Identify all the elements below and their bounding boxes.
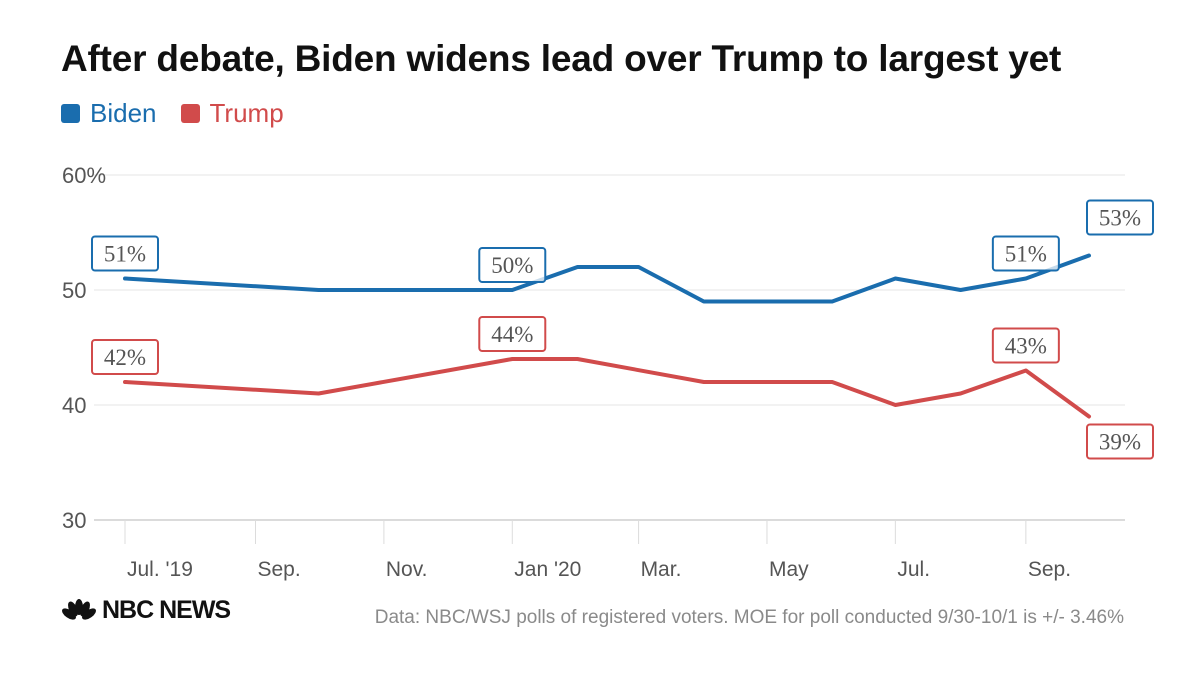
data-label-box <box>91 339 159 375</box>
legend-item-biden: Biden <box>61 98 157 129</box>
data-label: 39% <box>1099 430 1141 455</box>
legend-item-trump: Trump <box>180 98 284 129</box>
logo-text: NBC NEWS <box>102 596 231 624</box>
series-line-biden <box>123 253 1091 304</box>
data-label-box <box>478 316 547 352</box>
x-tick-label: Mar. <box>641 558 682 581</box>
data-label: 44% <box>491 322 533 347</box>
data-label-box <box>991 327 1060 364</box>
x-tick-label: Jul. '19 <box>127 558 193 581</box>
x-tick-label: Jan '20 <box>514 558 581 581</box>
data-label: 42% <box>104 345 146 370</box>
data-label: 50% <box>491 253 533 278</box>
data-label-box <box>1086 423 1154 460</box>
data-label: 51% <box>1005 242 1047 267</box>
legend-label-trump: Trump <box>209 98 284 128</box>
x-tick-label: Jul. <box>897 558 930 581</box>
y-tick-label: 30 <box>62 508 86 533</box>
chart-title: After debate, Biden widens lead over Tru… <box>61 38 1062 79</box>
x-tick-label: Sep. <box>257 558 300 581</box>
legend-swatch-biden <box>61 104 80 123</box>
data-label-box <box>478 247 547 283</box>
data-label: 51% <box>104 242 146 267</box>
y-tick-label: 50 <box>62 278 86 303</box>
data-label: 53% <box>1099 206 1141 231</box>
legend-label-biden: Biden <box>90 98 157 128</box>
series-line-trump <box>123 357 1091 419</box>
data-label: 43% <box>1005 334 1047 359</box>
y-tick-label: 40 <box>62 393 86 418</box>
legend-swatch-trump <box>180 104 200 123</box>
data-label-box <box>91 235 159 272</box>
x-tick-label: Sep. <box>1028 558 1071 581</box>
data-label-box <box>1086 199 1154 236</box>
y-tick-label: 60% <box>62 163 106 188</box>
legend: Biden Trump <box>61 98 308 129</box>
x-tick-label: May <box>769 558 809 581</box>
nbc-news-logo: NBC NEWS <box>61 596 231 625</box>
peacock-icon <box>62 598 96 621</box>
x-tick-label: Nov. <box>386 558 428 581</box>
data-label-box <box>991 235 1060 272</box>
source-note: Data: NBC/WSJ polls of registered voters… <box>374 607 1124 628</box>
